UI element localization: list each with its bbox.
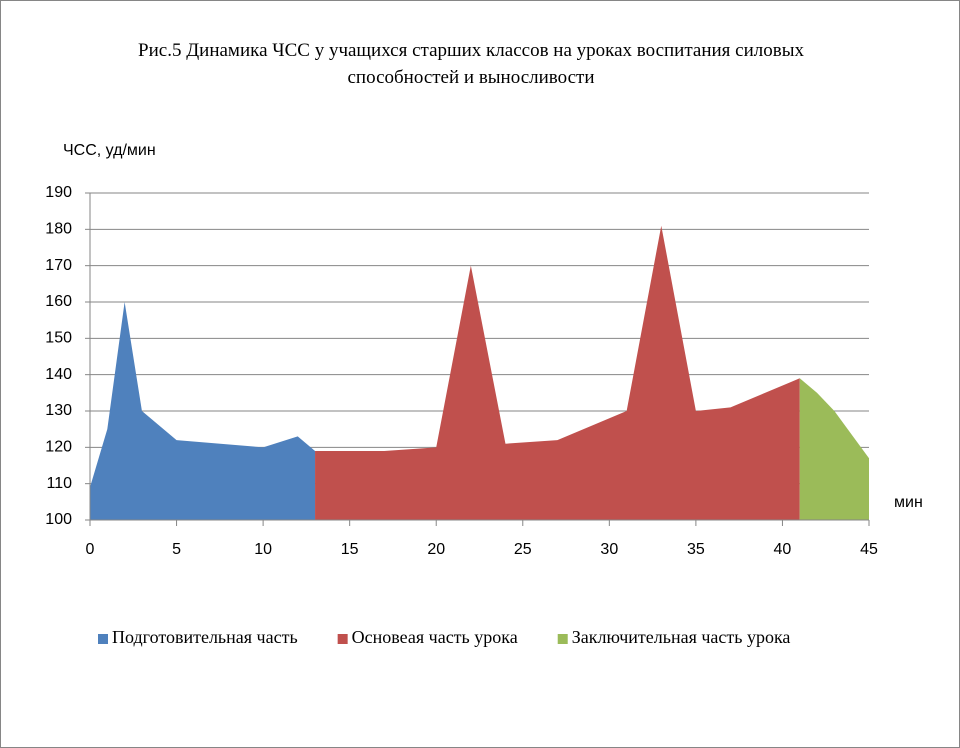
y-tick-label: 120	[45, 439, 72, 456]
legend-swatch	[98, 634, 108, 644]
x-tick-label: 25	[514, 541, 532, 558]
y-axis-label: ЧСС, уд/мин	[63, 142, 156, 159]
legend-label: Подготовительная часть	[112, 627, 298, 647]
y-tick-label: 170	[45, 257, 72, 274]
x-tick-label: 30	[600, 541, 618, 558]
y-tick-label: 130	[45, 402, 72, 419]
area	[315, 225, 800, 520]
y-tick-label: 190	[45, 184, 72, 201]
x-tick-label: 40	[774, 541, 792, 558]
x-tick-label: 15	[341, 541, 359, 558]
y-tick-label: 110	[46, 475, 72, 492]
area	[90, 302, 316, 520]
legend-swatch	[337, 634, 348, 644]
legend-label: Заключительная часть урока	[572, 627, 791, 647]
y-tick-label: 140	[45, 366, 72, 383]
y-tick-label: 180	[45, 221, 72, 238]
x-tick-label: 20	[427, 541, 445, 558]
x-tick-label: 10	[254, 541, 272, 558]
x-tick-label: 35	[687, 541, 705, 558]
x-axis-label: мин	[894, 494, 923, 511]
y-tick-label: 160	[45, 293, 72, 310]
y-tick-label: 150	[45, 330, 72, 347]
x-tick-label: 45	[860, 541, 878, 558]
y-tick-label: 100	[45, 511, 72, 528]
chart-title: Рис.5 Динамика ЧСС у учащихся старших кл…	[138, 40, 804, 88]
area	[799, 378, 869, 520]
legend-label: Основеая часть урока	[352, 627, 518, 647]
legend-swatch	[557, 634, 568, 644]
x-tick-label: 0	[86, 541, 95, 558]
x-tick-label: 5	[172, 541, 181, 558]
